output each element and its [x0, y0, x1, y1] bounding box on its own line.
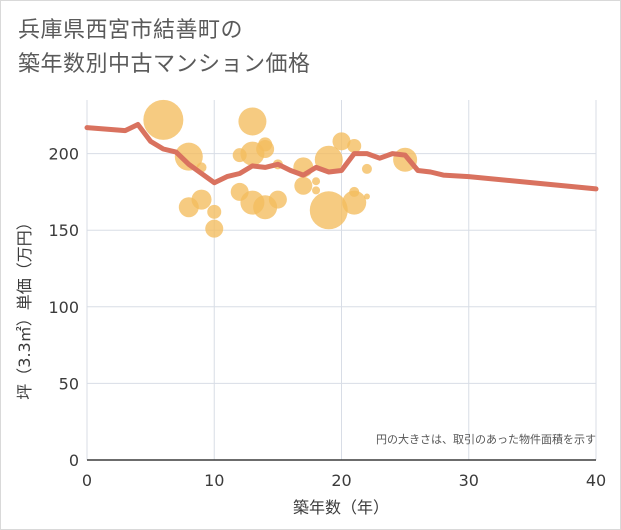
x-tick-label: 20 — [331, 471, 351, 490]
x-tick-label: 10 — [204, 471, 224, 490]
x-tick-labels: 0 10 20 30 40 — [82, 471, 606, 490]
bubble-point — [347, 138, 362, 153]
bubble-point — [174, 142, 203, 171]
bubble-point — [314, 145, 343, 174]
bubble-layer — [143, 99, 418, 238]
bubble-point — [342, 190, 367, 215]
bubble-point — [258, 137, 273, 152]
bubble-point — [332, 132, 351, 151]
bubble-size-note: 円の大きさは、取引のあった物件面積を示す — [376, 432, 596, 446]
bubble-point — [363, 193, 370, 200]
y-tick-label: 200 — [48, 145, 79, 164]
x-tick-label: 0 — [82, 471, 92, 490]
bubble-point — [143, 99, 184, 140]
bubble-point — [312, 186, 321, 195]
bubble-point — [205, 219, 224, 238]
chart-title-line-2: 築年数別中古マンション価格 — [18, 52, 311, 77]
bubble-point — [191, 189, 212, 210]
bubble-point — [238, 107, 267, 136]
bubble-point — [309, 191, 348, 230]
bubble-point — [361, 163, 372, 174]
x-tick-label: 30 — [459, 471, 479, 490]
chart-title-line-1: 兵庫県西宮市結善町の — [18, 18, 244, 43]
bubble-point — [349, 186, 360, 197]
y-tick-label: 0 — [69, 451, 79, 470]
y-axis-title: 坪（3.3㎡）単価（万円） — [15, 214, 34, 399]
average-price-line — [84, 122, 599, 192]
x-axis-title: 築年数（年） — [293, 498, 389, 517]
x-tick-label: 40 — [586, 471, 606, 490]
chart-title: 兵庫県西宮市結善町の 築年数別中古マンション価格 — [18, 14, 311, 82]
bubble-point — [207, 204, 222, 219]
y-tick-label: 50 — [59, 374, 79, 393]
bubble-point — [312, 177, 321, 186]
y-tick-labels: 0 50 100 150 200 — [48, 145, 79, 470]
bubble-point — [268, 190, 287, 209]
bubble-point — [294, 176, 313, 195]
y-tick-label: 150 — [48, 221, 79, 240]
y-tick-label: 100 — [48, 298, 79, 317]
